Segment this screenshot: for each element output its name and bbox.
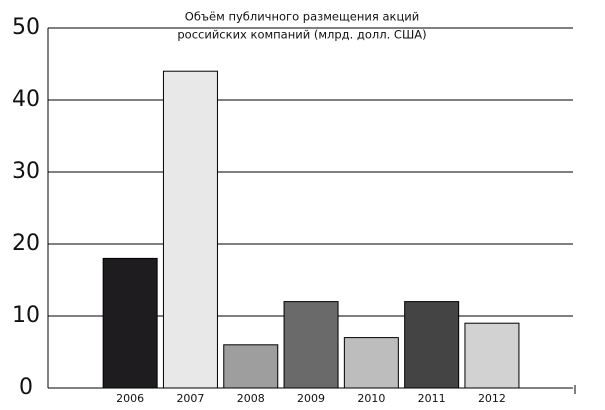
y-tick-label: 30 xyxy=(12,159,40,184)
y-tick-label: 10 xyxy=(12,303,40,328)
bar xyxy=(343,337,399,389)
x-tick-label: 2007 xyxy=(176,392,204,405)
x-tick-label: 2008 xyxy=(237,392,265,405)
y-tick-label: 0 xyxy=(19,375,33,400)
y-tick-label: 50 xyxy=(12,15,40,40)
chart-title: российских компаний (млрд. долл. США) xyxy=(177,28,426,42)
bar xyxy=(102,257,158,389)
x-tick-label: 2011 xyxy=(418,392,446,405)
y-tick-label: 20 xyxy=(12,231,40,256)
x-tick-label: 2012 xyxy=(478,392,506,405)
x-tick-label: 2009 xyxy=(297,392,325,405)
chart-title: Объём публичного размещения акций xyxy=(185,10,419,24)
bar xyxy=(404,301,460,389)
x-tick-label: 2010 xyxy=(357,392,385,405)
bar xyxy=(464,322,520,389)
x-tick-label: 2006 xyxy=(116,392,144,405)
bar xyxy=(283,301,339,389)
bar xyxy=(223,344,279,389)
bar xyxy=(162,70,218,389)
y-tick-label: 40 xyxy=(12,87,40,112)
